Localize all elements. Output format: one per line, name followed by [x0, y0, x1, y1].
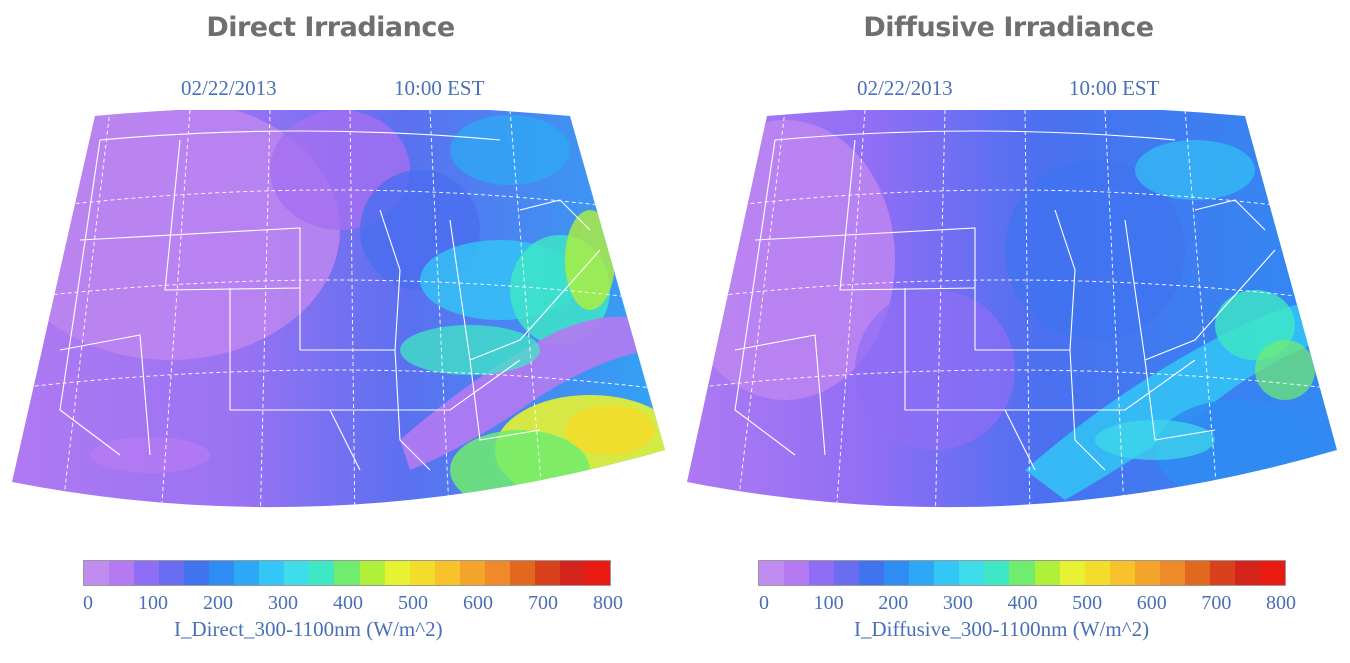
- colorbar-swatch: [109, 561, 135, 585]
- direct-irradiance-map: [12, 110, 665, 508]
- colorbar-swatch: [259, 561, 285, 585]
- tick-label: 500: [1072, 592, 1103, 614]
- tick-label: 500: [398, 592, 428, 614]
- colorbar-swatch: [334, 561, 360, 585]
- colorbar-swatch: [459, 561, 485, 585]
- tick-label: 400: [333, 592, 363, 614]
- direct-irradiance-panel: Direct Irradiance 02/22/2013 10:00 EST: [12, 12, 665, 641]
- colorbar-swatch: [434, 561, 460, 585]
- colorbar-swatch: [909, 561, 935, 585]
- colorbar-swatch: [284, 561, 310, 585]
- colorbar-swatch: [1109, 561, 1135, 585]
- colorbar-swatch: [359, 561, 385, 585]
- tick-label: 600: [1136, 592, 1167, 614]
- colorbar-ticks: 0 100 200 300 400 500 600 700 800: [83, 592, 623, 616]
- colorbar-swatch: [809, 561, 835, 585]
- tick-label: 400: [1007, 592, 1038, 614]
- time-label: 10:00 EST: [1069, 76, 1160, 100]
- tick-label: 100: [813, 592, 844, 614]
- colorbar-swatch: [509, 561, 535, 585]
- tick-label: 800: [593, 592, 623, 614]
- colorbar-label: I_Diffusive_300-1100nm (W/m^2): [854, 617, 1150, 641]
- colorbar-swatch: [534, 561, 560, 585]
- diffusive-irradiance-panel: Diffusive Irradiance 02/22/2013 10:00 ES…: [675, 0, 1350, 663]
- colorbar-swatch: [1209, 561, 1235, 585]
- colorbar-swatch: [1084, 561, 1110, 585]
- colorbar-swatch: [409, 561, 435, 585]
- colorbar-swatch: [384, 561, 410, 585]
- tick-label: 700: [1201, 592, 1232, 614]
- panel-title: Diffusive Irradiance: [863, 12, 1154, 43]
- colorbar-swatch: [1159, 561, 1185, 585]
- colorbar-swatch: [859, 561, 885, 585]
- tick-label: 100: [138, 592, 168, 614]
- colorbar-swatch: [1009, 561, 1035, 585]
- tick-label: 0: [83, 592, 93, 614]
- colorbar-swatch: [1234, 561, 1260, 585]
- colorbar-swatch: [1034, 561, 1060, 585]
- diffusive-irradiance-map: [687, 110, 1337, 508]
- colorbar-swatch: [584, 561, 610, 585]
- date-label: 02/22/2013: [857, 76, 953, 100]
- colorbar-swatch: [159, 561, 185, 585]
- colorbar-swatch: [134, 561, 160, 585]
- panel-title: Direct Irradiance: [206, 12, 455, 43]
- tick-label: 300: [268, 592, 298, 614]
- colorbar-swatch: [84, 561, 110, 585]
- colorbar-swatch: [1134, 561, 1160, 585]
- colorbar-swatch: [559, 561, 585, 585]
- colorbar-swatch: [959, 561, 985, 585]
- colorbar-swatch: [759, 561, 785, 585]
- colorbar-swatch: [184, 561, 210, 585]
- tick-label: 300: [942, 592, 973, 614]
- tick-label: 600: [463, 592, 493, 614]
- colorbar-label: I_Direct_300-1100nm (W/m^2): [174, 617, 443, 641]
- colorbar: [83, 560, 611, 586]
- colorbar-swatch: [1059, 561, 1085, 585]
- colorbar-swatch: [209, 561, 235, 585]
- tick-label: 800: [1266, 592, 1296, 614]
- colorbar-swatch: [784, 561, 810, 585]
- colorbar-swatch: [884, 561, 910, 585]
- time-label: 10:00 EST: [394, 76, 485, 100]
- colorbar: [758, 560, 1286, 586]
- tick-label: 700: [528, 592, 558, 614]
- tick-label: 200: [203, 592, 233, 614]
- colorbar-swatch: [1259, 561, 1285, 585]
- tick-label: 200: [878, 592, 909, 614]
- tick-label: 0: [759, 592, 769, 614]
- colorbar-swatch: [834, 561, 860, 585]
- colorbar-swatch: [984, 561, 1010, 585]
- colorbar-swatch: [484, 561, 510, 585]
- colorbar-swatch: [934, 561, 960, 585]
- colorbar-swatch: [1184, 561, 1210, 585]
- date-label: 02/22/2013: [181, 76, 277, 100]
- colorbar-swatch: [309, 561, 335, 585]
- colorbar-ticks: 0 100 200 300 400 500 600 700 800: [759, 592, 1296, 616]
- colorbar-swatch: [234, 561, 260, 585]
